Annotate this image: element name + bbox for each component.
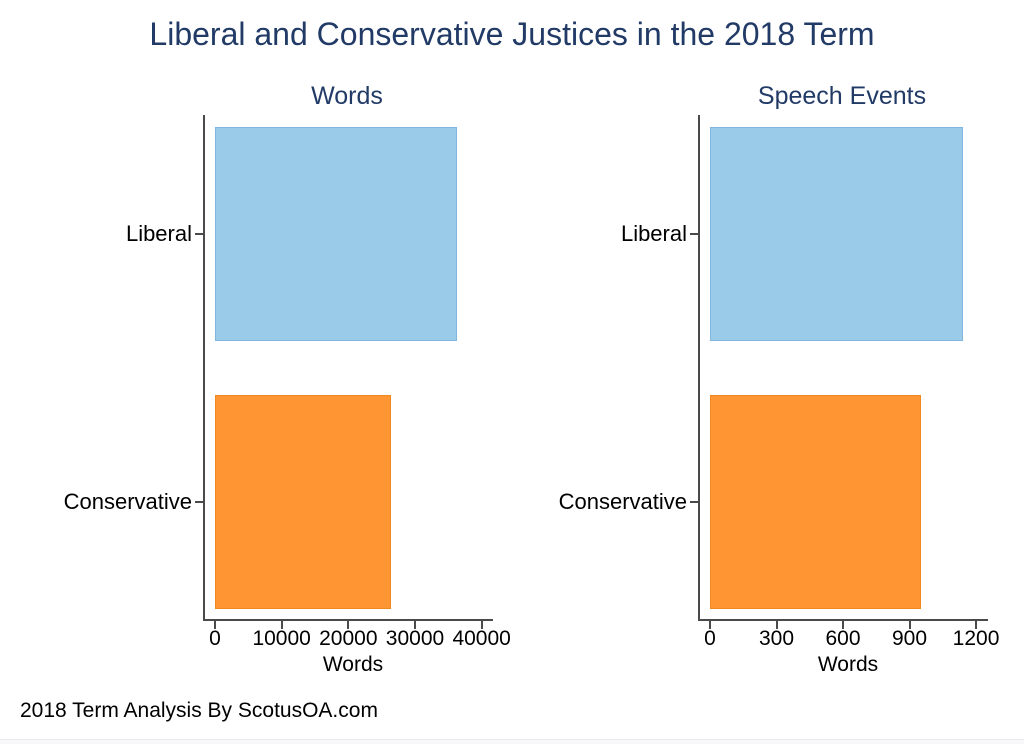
x-axis-title: Words — [817, 653, 879, 676]
x-tick-label: 1200 — [952, 627, 1000, 650]
words-chart-subtitle: Words — [311, 82, 383, 110]
x-axis-tick — [842, 621, 844, 629]
x-axis-line — [698, 619, 988, 621]
y-axis-tick-liberal — [690, 233, 698, 235]
x-axis-tick — [414, 621, 416, 629]
attribution-note: 2018 Term Analysis By ScotusOA.com — [20, 699, 378, 722]
x-axis-tick — [214, 621, 216, 629]
category-label-liberal: Liberal — [620, 221, 687, 246]
category-label-conservative: Conservative — [63, 489, 192, 514]
x-axis-title: Words — [322, 653, 384, 676]
category-label-liberal: Liberal — [125, 221, 192, 246]
y-axis-line — [203, 115, 205, 621]
x-axis-tick — [480, 621, 483, 629]
x-axis-tick — [709, 621, 711, 629]
bar-conservative-speech-events — [710, 395, 921, 609]
category-label-conservative: Conservative — [558, 489, 687, 514]
x-axis-tick — [908, 621, 911, 629]
figure-title: Liberal and Conservative Justices in the… — [149, 16, 875, 52]
bar-liberal-words — [215, 127, 457, 341]
window-bottom-edge — [0, 739, 1024, 744]
y-axis-line — [698, 115, 700, 621]
x-tick-label: 20000 — [319, 627, 378, 650]
x-tick-label: 600 — [825, 627, 861, 650]
x-tick-label: 0 — [704, 627, 716, 650]
y-axis-tick-conservative — [195, 501, 203, 503]
x-tick-label: 40000 — [452, 627, 511, 650]
bar-conservative-words — [215, 395, 391, 609]
x-axis-tick — [975, 621, 978, 629]
y-axis-tick-conservative — [690, 501, 698, 503]
speech-events-chart-subtitle: Speech Events — [757, 82, 927, 110]
x-axis-line — [203, 619, 493, 621]
bar-liberal-speech-events — [710, 127, 963, 341]
words-chart-panel: Words Liberal Conservative 0 10000 20000… — [64, 82, 511, 676]
x-axis-tick — [775, 621, 778, 629]
y-axis-tick-liberal — [195, 233, 203, 235]
speech-events-chart-panel: Speech Events Liberal Conservative 0 300… — [559, 82, 1000, 676]
plot-area: 0 10000 20000 30000 40000 Words — [209, 115, 511, 676]
x-axis-tick — [347, 621, 350, 629]
x-tick-label: 30000 — [385, 627, 445, 650]
x-axis-tick — [280, 621, 283, 629]
x-tick-label: 900 — [891, 627, 928, 650]
plot-area: 0 300 600 900 1200 Words — [704, 115, 999, 676]
x-tick-label: 10000 — [252, 627, 311, 650]
x-tick-label: 300 — [758, 627, 795, 650]
x-tick-label: 0 — [209, 627, 221, 650]
